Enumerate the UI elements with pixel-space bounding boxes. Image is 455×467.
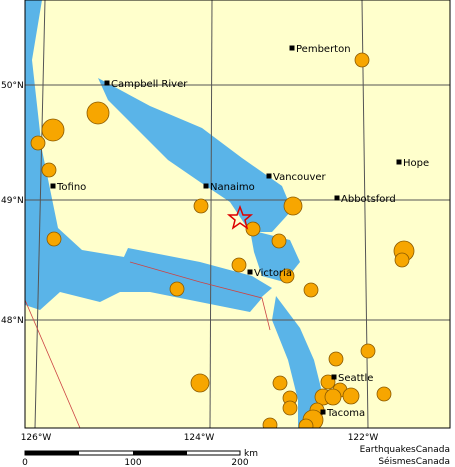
earthquake [328, 351, 344, 367]
city-marker [104, 80, 110, 86]
city-marker [331, 374, 337, 380]
scale-label: 100 [124, 458, 141, 467]
city-label: Nanaimo [210, 182, 255, 193]
city-marker [266, 173, 272, 179]
earthquake [354, 52, 370, 68]
earthquake [245, 221, 261, 237]
city-label: Campbell River [111, 79, 188, 90]
credit: SéismesCanada [378, 456, 450, 467]
water [25, 0, 324, 428]
earthquake [394, 252, 410, 268]
earthquake [190, 373, 210, 393]
earthquake [376, 386, 392, 402]
earthquake [282, 400, 298, 416]
earthquake [283, 196, 303, 216]
earthquake [169, 281, 185, 297]
fault [25, 299, 81, 428]
epicenter-star [226, 204, 254, 230]
city-label: Victoria [254, 268, 292, 279]
latitude-label: 48°N [1, 316, 24, 326]
city-marker [320, 409, 326, 415]
earthquake [41, 118, 65, 142]
earthquake [231, 257, 247, 273]
earthquake [271, 233, 287, 249]
scale-label: 200 [231, 458, 248, 467]
earthquake [303, 282, 319, 298]
city-marker [289, 45, 295, 51]
earthquake [41, 162, 57, 178]
map: Pemberton Campbell River Tofino Nanaimo Vanc… [25, 0, 450, 428]
longitude-label: 126°W [21, 433, 52, 443]
earthquake [342, 387, 360, 405]
longitude-label: 122°W [348, 433, 379, 443]
scale-label: 0 [22, 458, 28, 467]
earthquake [324, 388, 342, 406]
earthquake [30, 135, 46, 151]
earthquake [279, 268, 295, 284]
cities: Pemberton Campbell River Tofino Nanaimo Vanc… [50, 44, 429, 419]
city-label: Hope [403, 158, 429, 169]
earthquake [262, 417, 278, 428]
earthquake [272, 375, 288, 391]
earthquake [86, 101, 110, 125]
city-label: Abbotsford [341, 194, 396, 205]
earthquake [193, 198, 209, 214]
city-label: Pemberton [296, 44, 351, 55]
earthquakes [30, 52, 415, 428]
city-label: Vancouver [273, 172, 327, 183]
scale-bar [24, 450, 241, 456]
city-marker [247, 269, 253, 275]
scale-unit: km [244, 449, 258, 459]
longitude-label: 124°W [184, 433, 215, 443]
city-label: Tofino [56, 182, 86, 193]
latitude-label: 50°N [1, 81, 24, 91]
earthquake [46, 231, 62, 247]
earthquake [298, 418, 314, 428]
city-marker [50, 183, 56, 189]
map-frame [24, 0, 451, 429]
border [129, 261, 271, 331]
city-marker [334, 195, 340, 201]
credit: EarthquakesCanada [360, 445, 450, 455]
city-label: Seattle [338, 373, 373, 384]
city-marker [396, 159, 402, 165]
earthquake [360, 343, 376, 359]
latitude-label: 49°N [1, 196, 24, 206]
city-marker [203, 183, 209, 189]
city-label: Tacoma [326, 408, 365, 419]
